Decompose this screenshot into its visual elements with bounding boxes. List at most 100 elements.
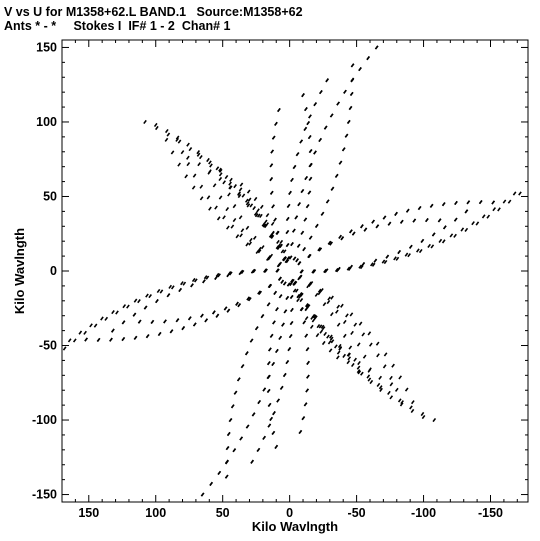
uv-point xyxy=(206,195,211,200)
uv-point xyxy=(382,215,387,220)
uv-point xyxy=(238,270,243,276)
uv-point xyxy=(387,221,392,226)
uv-point xyxy=(343,89,347,94)
uv-point xyxy=(230,224,235,229)
uv-point xyxy=(163,319,167,324)
uv-point xyxy=(248,241,253,246)
uv-point xyxy=(349,312,354,317)
uv-point xyxy=(268,347,272,352)
axis-ticks xyxy=(62,40,528,502)
uv-point xyxy=(346,266,351,271)
uv-point xyxy=(186,142,190,147)
uv-point xyxy=(166,293,171,298)
uv-point xyxy=(437,218,442,223)
uv-point xyxy=(430,244,435,249)
uv-point xyxy=(338,234,342,239)
uv-point xyxy=(269,163,274,168)
uv-point xyxy=(122,304,127,309)
uv-point xyxy=(270,231,275,236)
uv-point xyxy=(334,344,338,349)
uv-point xyxy=(502,199,507,204)
uv-point xyxy=(177,162,181,167)
uv-point xyxy=(252,235,257,240)
uv-point xyxy=(289,278,294,283)
uv-point xyxy=(137,299,141,304)
uv-point xyxy=(395,256,400,261)
y-tick-label: 100 xyxy=(36,115,57,129)
uv-point xyxy=(315,333,320,338)
uv-point xyxy=(206,157,210,163)
uv-point xyxy=(241,193,246,198)
uv-point xyxy=(150,319,155,324)
uv-points xyxy=(62,45,522,497)
uv-point xyxy=(325,199,330,204)
uv-point xyxy=(285,242,290,248)
uv-point xyxy=(290,307,294,313)
uv-point xyxy=(320,287,324,293)
uv-point xyxy=(507,199,512,204)
uv-point xyxy=(249,203,254,208)
uv-point xyxy=(180,281,184,286)
uv-point xyxy=(350,63,355,68)
uv-point xyxy=(208,160,212,165)
uv-point xyxy=(349,229,353,234)
uv-point xyxy=(155,125,159,131)
uv-point xyxy=(272,411,276,416)
uv-point xyxy=(290,177,294,182)
uv-point xyxy=(518,191,522,196)
uv-point xyxy=(323,125,328,130)
uv-point xyxy=(409,405,413,410)
uv-point xyxy=(166,132,171,137)
uv-point xyxy=(266,302,271,307)
uv-point xyxy=(233,184,237,189)
y-axis-label: Kilo Wavlngth xyxy=(12,228,27,314)
x-tick-label: -150 xyxy=(478,506,503,520)
uv-point xyxy=(175,318,180,323)
uv-point xyxy=(200,313,204,318)
uv-point xyxy=(235,234,240,239)
uv-point xyxy=(314,292,319,297)
uv-point xyxy=(267,402,272,407)
uv-point xyxy=(214,275,218,280)
uv-point xyxy=(346,119,351,125)
uv-point xyxy=(223,306,228,311)
uv-point xyxy=(399,402,404,407)
uv-point xyxy=(196,152,201,157)
uv-point xyxy=(330,186,335,191)
uv-point xyxy=(256,208,260,213)
uv-point xyxy=(229,177,233,182)
uv-point xyxy=(431,232,436,237)
uv-point xyxy=(239,436,243,441)
uv-point xyxy=(100,316,104,321)
uv-point xyxy=(143,305,148,310)
uv-point xyxy=(250,269,255,274)
uv-point xyxy=(209,163,213,168)
uv-point xyxy=(287,347,292,352)
uv-point xyxy=(193,278,198,283)
uv-point xyxy=(281,322,285,327)
uv-point xyxy=(350,330,354,335)
uv-point xyxy=(326,299,331,305)
uv-point xyxy=(168,284,173,289)
uv-point xyxy=(275,230,280,235)
uv-point xyxy=(78,330,83,335)
uv-point xyxy=(350,77,355,82)
uv-point xyxy=(375,341,380,346)
uv-point xyxy=(157,331,162,337)
uv-point xyxy=(133,298,138,303)
uv-point xyxy=(232,448,237,453)
uv-point xyxy=(292,228,296,233)
uv-point xyxy=(318,324,323,329)
uv-point xyxy=(330,295,334,300)
uv-point xyxy=(342,333,347,338)
y-tick-label: -50 xyxy=(39,339,57,353)
uv-point xyxy=(298,291,303,297)
uv-point xyxy=(294,215,299,220)
uv-point xyxy=(512,191,517,196)
uv-point xyxy=(323,268,327,273)
uv-point xyxy=(312,269,317,274)
uv-point xyxy=(226,273,231,278)
uv-point xyxy=(400,400,404,405)
uv-point xyxy=(300,307,304,312)
uv-point xyxy=(360,224,364,229)
